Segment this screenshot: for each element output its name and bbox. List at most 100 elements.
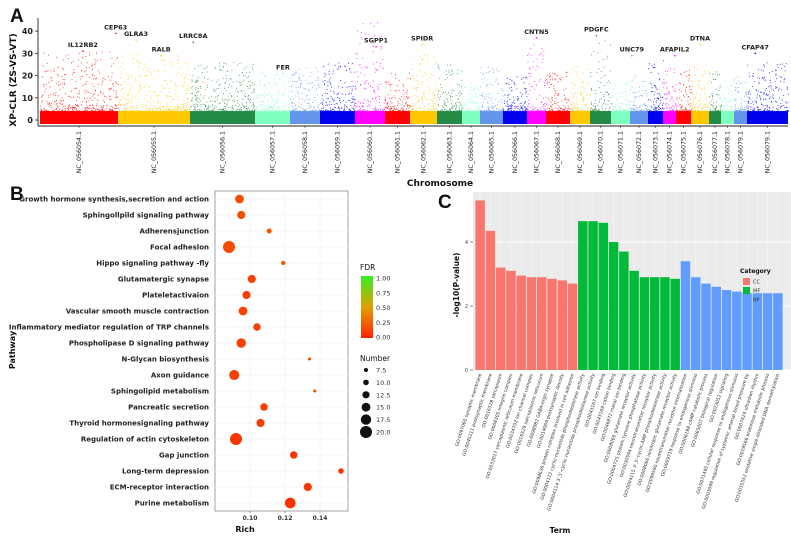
bubble-point — [253, 323, 261, 331]
chromosome-points-24 — [721, 80, 735, 112]
chromosome-points-12 — [503, 76, 528, 112]
bubble-point — [338, 468, 344, 474]
pathway-label: Vascular smooth muscle contraction — [66, 308, 209, 316]
fdr-tick-label: 0.25 — [376, 319, 390, 327]
bar-cc — [557, 280, 567, 370]
bar-mf — [649, 277, 660, 370]
peak-point — [595, 34, 598, 37]
x-tick-label: NC_056055.1 — [151, 131, 158, 173]
manhattan-points — [40, 22, 789, 124]
gene-label: LRRC8A — [179, 32, 207, 40]
x-tick-label: 0.14 — [313, 515, 328, 522]
chromosome-band-2 — [190, 111, 255, 124]
x-tick-label: NC_056060.1 — [367, 131, 374, 173]
fdr-tick-label: 1.00 — [376, 275, 390, 283]
peak-point — [160, 54, 162, 57]
chromosome-points-11 — [480, 66, 504, 112]
bar-bp — [701, 283, 711, 370]
chromosome-band-17 — [611, 111, 630, 124]
x-tick-label: NC_056063.1 — [447, 131, 454, 173]
bar-mf — [578, 221, 588, 370]
y-tick-label: 30 — [22, 49, 34, 58]
fdr-tick-label: 0.75 — [376, 289, 390, 297]
gene-label: DTNA — [690, 34, 710, 42]
gene-label: CFAP47 — [742, 43, 769, 51]
x-tick-label: NC_056054.1 — [76, 131, 83, 173]
peak-point — [375, 46, 377, 48]
gene-label: UNC79 — [620, 46, 645, 54]
bar-cc — [475, 200, 485, 370]
chromosome-points-7 — [385, 72, 411, 112]
x-tick-label: NC_056057.1 — [270, 131, 277, 173]
gene-label: PDGFC — [584, 26, 609, 34]
chromosome-band-11 — [480, 111, 503, 124]
pathway-label: Growth hormone synthesis,secretion and a… — [19, 196, 209, 204]
bar-bp — [680, 261, 691, 370]
gene-label: SPIDR — [411, 34, 433, 42]
panel-b-bubble: B Growth hormone synthesis,secretion and… — [8, 184, 391, 534]
pathway-label: Pancreatic secretion — [128, 404, 209, 412]
bar-bp — [721, 290, 732, 370]
size-legend-label: 7.5 — [376, 367, 386, 375]
chromosome-points-19 — [648, 60, 664, 112]
legend-swatch-bp — [743, 296, 750, 303]
chromosome-points-9 — [437, 64, 463, 112]
chromosome-points-17 — [611, 80, 631, 112]
x-tick-label: NC_056069.1 — [577, 131, 584, 173]
pathway-label: Focal adheslon — [150, 244, 209, 252]
bubble-point — [236, 338, 246, 348]
peak-point — [674, 54, 676, 57]
size-legend-dot — [360, 414, 372, 425]
peak-point — [135, 39, 137, 41]
chromosome-band-15 — [570, 111, 590, 124]
bar-mf — [619, 251, 629, 370]
panel-c-bar: C 0 2 4 GO:0097060 synaptic membraneGO:004… — [438, 192, 791, 535]
legend-label: BP — [753, 298, 759, 304]
chromosome-points-25 — [734, 76, 748, 112]
x-tick-label: NC_056070.1 — [598, 131, 605, 173]
pathway-label: Adherensjunction — [139, 228, 209, 236]
peak-point — [82, 50, 84, 52]
bubble-points — [223, 194, 344, 509]
x-tick-label: NC_056062.1 — [421, 131, 428, 173]
x-tick-label: NC_056078.1 — [725, 131, 732, 173]
bubble-point — [235, 194, 244, 204]
pathway-label: Inflammatory mediator regulation of TRP … — [9, 324, 209, 332]
chromosome-points-1 — [118, 54, 191, 112]
bubble-point — [284, 497, 296, 509]
bubble-point — [313, 389, 317, 393]
bar-mf — [670, 278, 680, 370]
x-tick-label: NC_056065.1 — [489, 131, 496, 173]
bar-mf — [598, 222, 609, 370]
bubble-point — [303, 482, 312, 492]
bar-cc — [547, 278, 557, 370]
chromosome-points-23 — [709, 71, 722, 112]
chromosome-band-23 — [709, 111, 721, 124]
pathway-label: Sphingolipid metabolism — [111, 388, 209, 396]
peak-point — [631, 54, 633, 57]
panel-b-letter: B — [10, 184, 24, 205]
y-axis-label: Pathway — [8, 330, 17, 369]
peak-point — [192, 41, 195, 44]
fdr-legend-title: FDR — [360, 263, 375, 272]
x-tick-label: NC_056079.1 — [738, 131, 745, 173]
number-legend: Number 7.5 10.0 12.5 15.0 17.5 20.0 — [360, 354, 391, 438]
bar-cc — [537, 277, 547, 370]
chromosome-points-21 — [676, 69, 692, 112]
chromosome-band-20 — [663, 111, 676, 124]
bar-bp — [732, 291, 742, 370]
y-tick-label: 10 — [22, 94, 34, 103]
panel-c-letter: C — [438, 192, 452, 213]
x-axis-label: Chromosome — [407, 179, 473, 189]
bar-cc — [485, 230, 496, 370]
chromosome-band-3 — [255, 111, 290, 124]
bubble-point — [230, 433, 242, 445]
fdr-tick-label: 0.00 — [376, 334, 390, 342]
bar-bp — [691, 277, 701, 370]
bubble-point — [229, 369, 240, 381]
chromosome-band-4 — [290, 111, 320, 124]
manhattan-axes: NC_056054.1 NC_056055.1 NC_056056.1 NC_0560… — [22, 18, 788, 173]
chromosome-band-16 — [590, 111, 611, 124]
gene-label: GLRA3 — [124, 30, 148, 38]
